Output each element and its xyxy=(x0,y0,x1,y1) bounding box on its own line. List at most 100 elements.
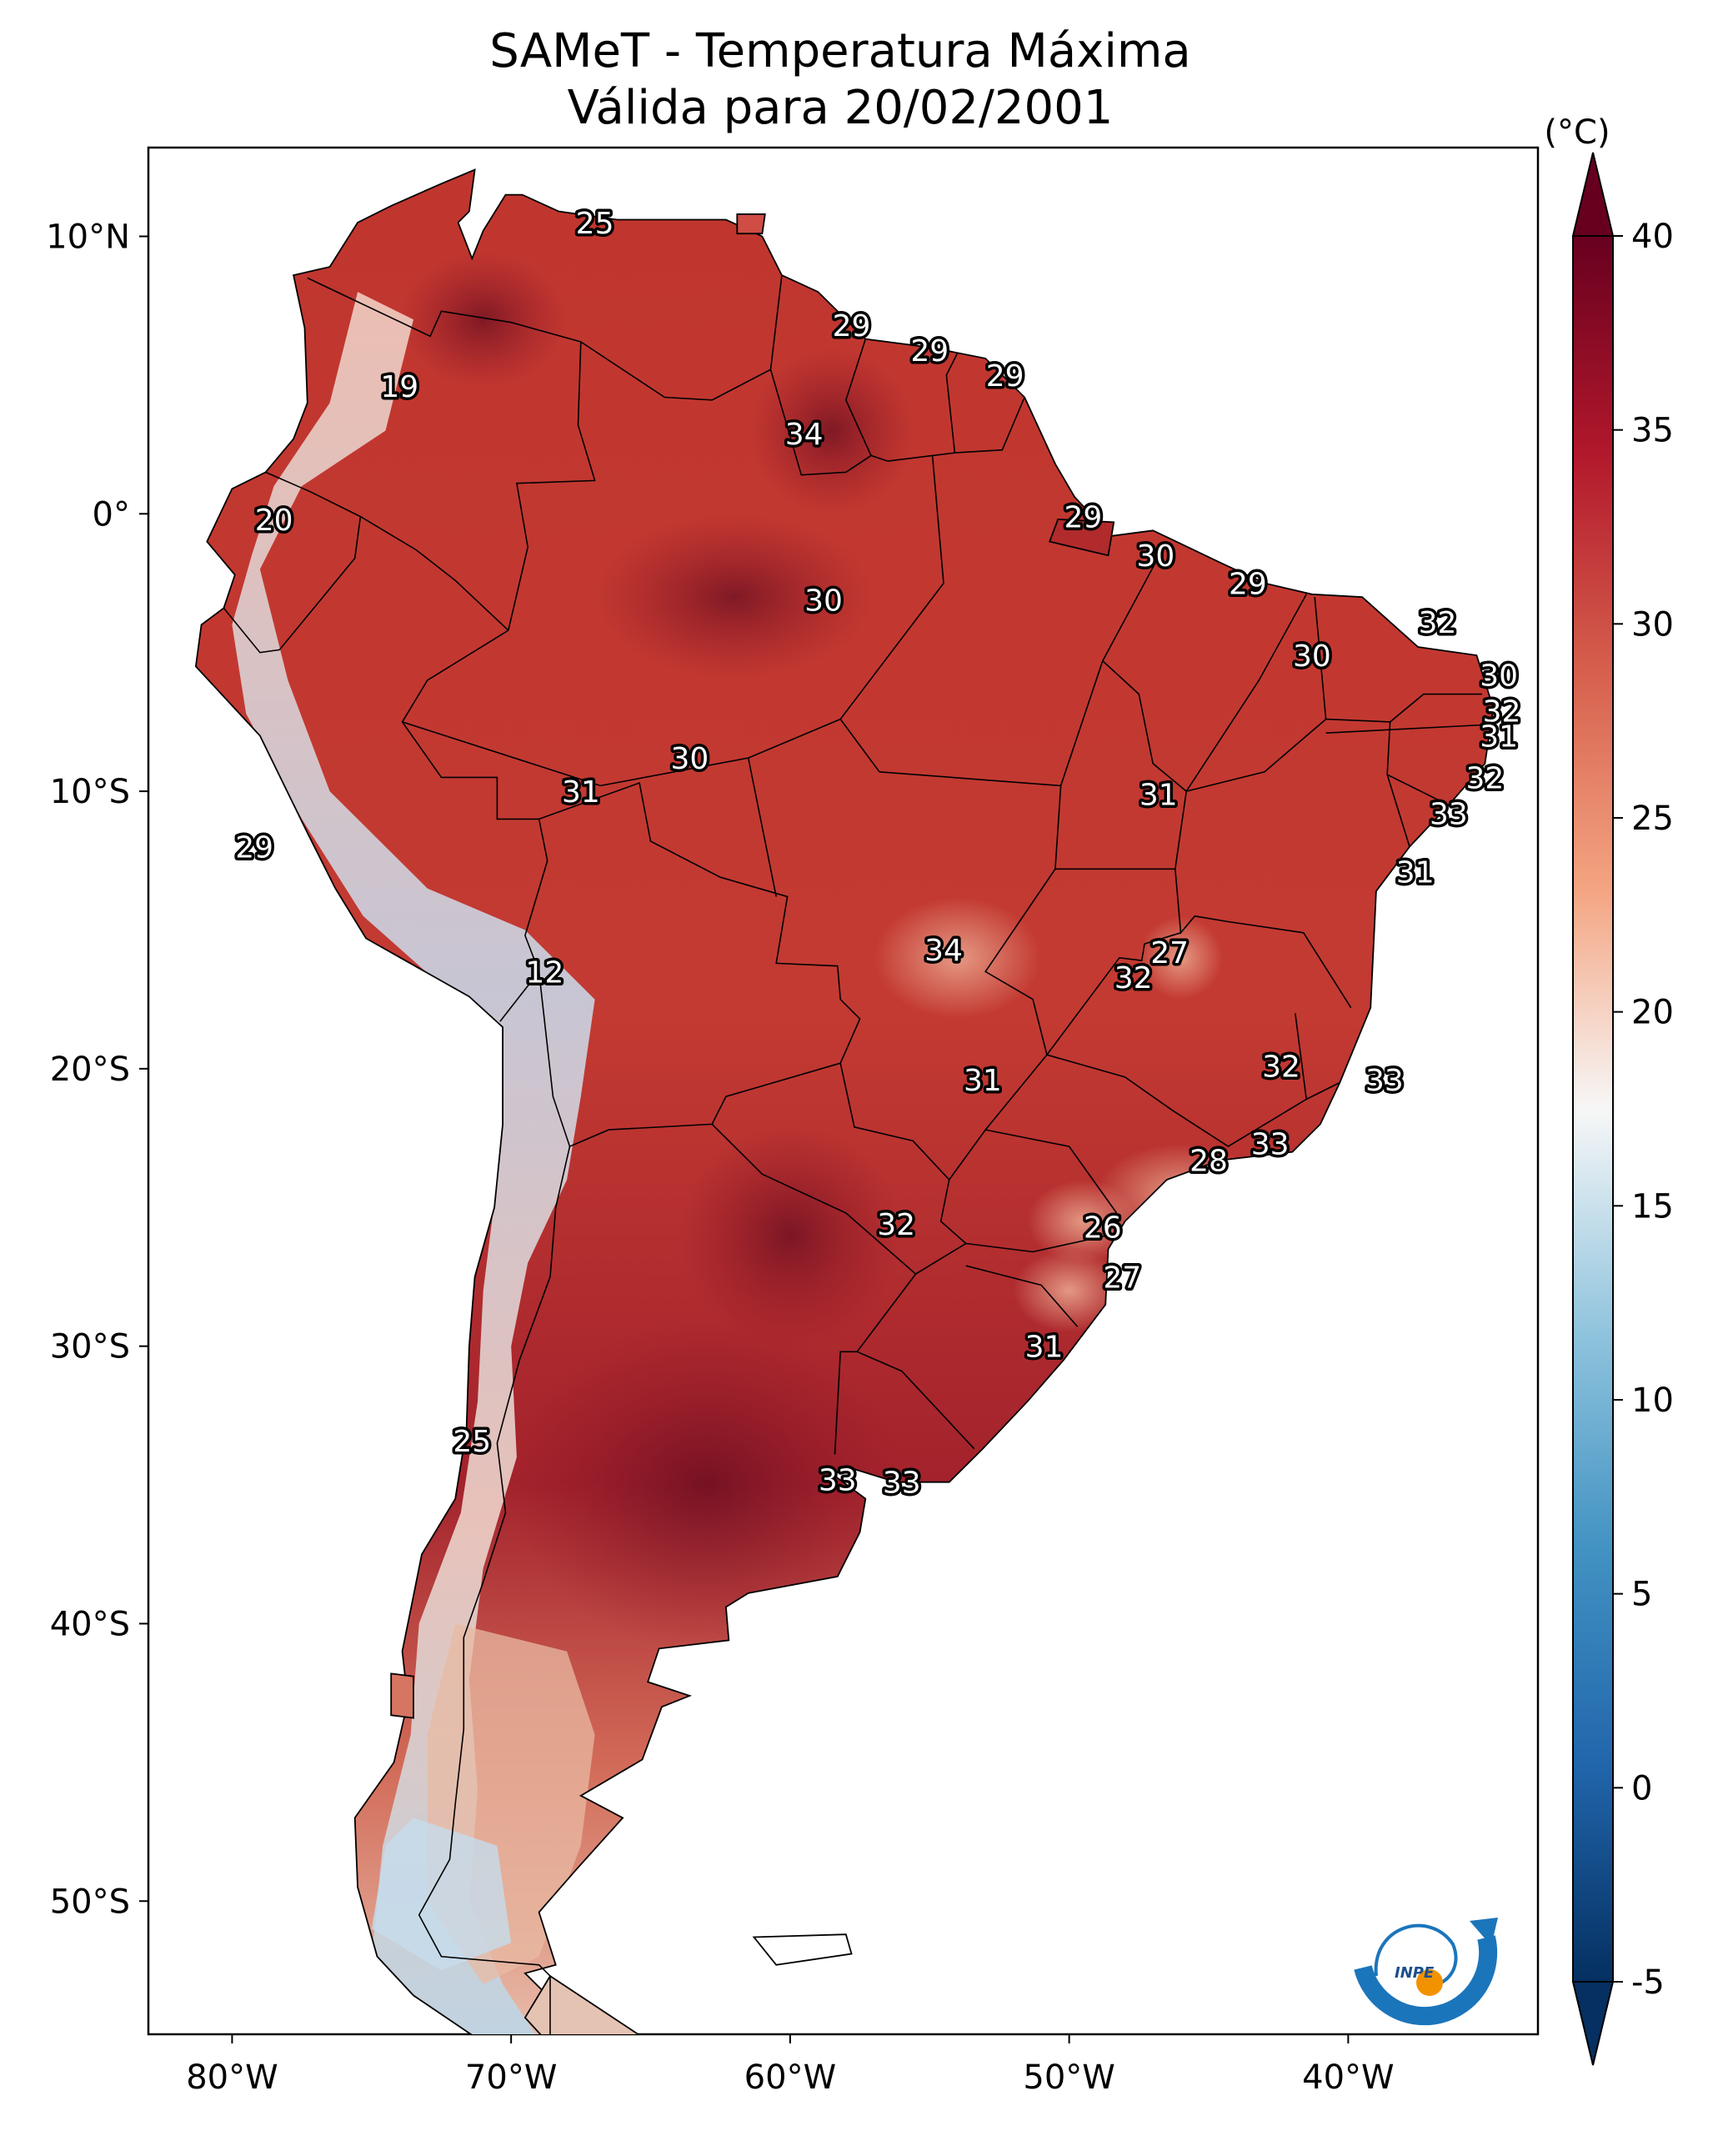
colorbar-tick-label: 20 xyxy=(1631,994,1674,1032)
colorbar-tick-label: 25 xyxy=(1631,800,1674,838)
land-base-fill xyxy=(195,169,1494,2034)
temperature-label: 25 xyxy=(576,207,614,241)
border-line-16 xyxy=(747,757,777,897)
temperature-label: 34 xyxy=(924,934,963,968)
border-line-7 xyxy=(401,629,548,1022)
logo-text: INPE xyxy=(1395,1964,1435,1982)
temperature-label: 30 xyxy=(1293,639,1331,674)
temperature-label: 29 xyxy=(1064,501,1102,535)
temperature-label: 30 xyxy=(1480,659,1518,693)
inpe-logo: INPE xyxy=(1354,1918,1498,2026)
temperature-label: 30 xyxy=(804,584,843,618)
temperature-label: 12 xyxy=(525,955,563,990)
colorbar-min-extension xyxy=(1571,1981,1615,2066)
temperature-label: 33 xyxy=(819,1463,857,1497)
trinidad-island xyxy=(736,213,766,235)
southern-andes-cold xyxy=(371,1818,512,1971)
border-line-24 xyxy=(1325,724,1488,734)
mild-patch-3 xyxy=(1139,915,1223,1000)
logo-arrow-icon xyxy=(1470,1918,1498,1946)
border-line-17 xyxy=(839,455,944,720)
temperature-label: 31 xyxy=(1025,1331,1064,1365)
border-line-21 xyxy=(1185,594,1307,792)
border-line-14 xyxy=(402,721,601,787)
lon-tick-label: 40°W xyxy=(1302,2058,1394,2097)
temperature-label: 31 xyxy=(964,1064,1002,1098)
border-line-31 xyxy=(985,1129,1118,1214)
border-line-2 xyxy=(769,369,1025,476)
temperature-label: 20 xyxy=(255,504,293,538)
border-line-32 xyxy=(965,1234,1109,1253)
border-line-26 xyxy=(1386,774,1410,847)
temperature-label: 31 xyxy=(1396,856,1435,890)
temperature-label: 32 xyxy=(1419,606,1457,640)
colorbar-tick-label: 0 xyxy=(1631,1769,1652,1808)
temperature-label: 29 xyxy=(833,309,871,343)
colorbar-tick-label: 5 xyxy=(1631,1576,1652,1614)
temperature-label: 29 xyxy=(235,831,273,865)
temperature-label: 29 xyxy=(986,359,1024,394)
falkland-islands xyxy=(752,1933,853,1966)
border-line-18 xyxy=(879,771,1062,1181)
temperature-label: 27 xyxy=(1150,936,1189,970)
colorbar-tick-label: 35 xyxy=(1631,412,1674,450)
tierra-del-fuego xyxy=(523,1974,640,2034)
colorbar-tick-label: 10 xyxy=(1631,1381,1674,1420)
border-line-29 xyxy=(1046,1054,1340,1148)
border-line-0 xyxy=(307,277,596,631)
colorbar: (°C) 40 35 30 25 20 15 10 5 0 -5 xyxy=(1544,113,1674,2066)
temperature-label: 27 xyxy=(1103,1261,1141,1295)
heat-core-4 xyxy=(594,514,874,681)
temperature-label: 28 xyxy=(1190,1145,1228,1179)
temperature-label: 32 xyxy=(1114,961,1153,995)
temperature-label: 32 xyxy=(1262,1050,1300,1085)
lon-tick-label: 50°W xyxy=(1023,2058,1114,2097)
logo-orbit-icon xyxy=(1374,1923,1458,1988)
temperature-label: 33 xyxy=(883,1467,921,1501)
logo-swoosh-icon xyxy=(1354,1935,1498,2026)
border-line-23 xyxy=(1325,693,1483,723)
heat-core-2 xyxy=(399,250,568,389)
temperature-label: 34 xyxy=(785,418,824,452)
marajo-island xyxy=(1048,518,1115,557)
temperature-label: 32 xyxy=(877,1208,915,1242)
border-line-4 xyxy=(945,352,959,454)
temperature-label: 30 xyxy=(670,742,709,776)
temperature-label: 33 xyxy=(1365,1064,1404,1098)
lon-tick-label: 70°W xyxy=(465,2058,557,2097)
border-line-30 xyxy=(1295,1013,1307,1100)
lat-tick-label: 40°S xyxy=(50,1605,130,1643)
border-line-20 xyxy=(1102,541,1168,662)
heat-core-1 xyxy=(678,1124,902,1346)
border-line-28 xyxy=(1046,932,1181,1055)
lat-tick-label: 10°S xyxy=(50,773,130,811)
border-line-22 xyxy=(1186,597,1327,792)
colorbar-tick-label: -5 xyxy=(1631,1963,1665,2002)
temperature-label: 19 xyxy=(380,370,418,404)
colorbar-tick-label: 30 xyxy=(1631,605,1674,644)
border-line-5 xyxy=(223,471,362,654)
south-america-temperature-field xyxy=(194,168,1495,2034)
temperature-label: 32 xyxy=(1465,761,1504,795)
map-title-line2: Válida para 20/02/2001 xyxy=(568,81,1114,135)
lat-tick-label: 30°S xyxy=(50,1328,130,1366)
heat-core-0 xyxy=(510,1318,902,1652)
coastline xyxy=(194,168,1495,2034)
temperature-label: 33 xyxy=(1430,798,1468,832)
temperature-label: 29 xyxy=(1229,567,1267,601)
border-line-1 xyxy=(580,275,783,401)
mild-patch-4 xyxy=(1013,1249,1125,1333)
chiloe-island xyxy=(390,1672,414,1719)
temperature-label: 32 xyxy=(1483,695,1521,730)
colorbar-max-extension xyxy=(1571,152,1615,237)
lat-tick-label: 50°S xyxy=(50,1883,130,1921)
lat-tick-label: 0° xyxy=(93,495,130,534)
temperature-shading xyxy=(232,250,1265,2034)
mild-patch-2 xyxy=(874,896,1042,1020)
temperature-label: 26 xyxy=(1084,1211,1122,1246)
colorbar-ticks: 40 35 30 25 20 15 10 5 0 -5 xyxy=(1613,218,1674,2002)
border-line-15 xyxy=(600,718,880,787)
